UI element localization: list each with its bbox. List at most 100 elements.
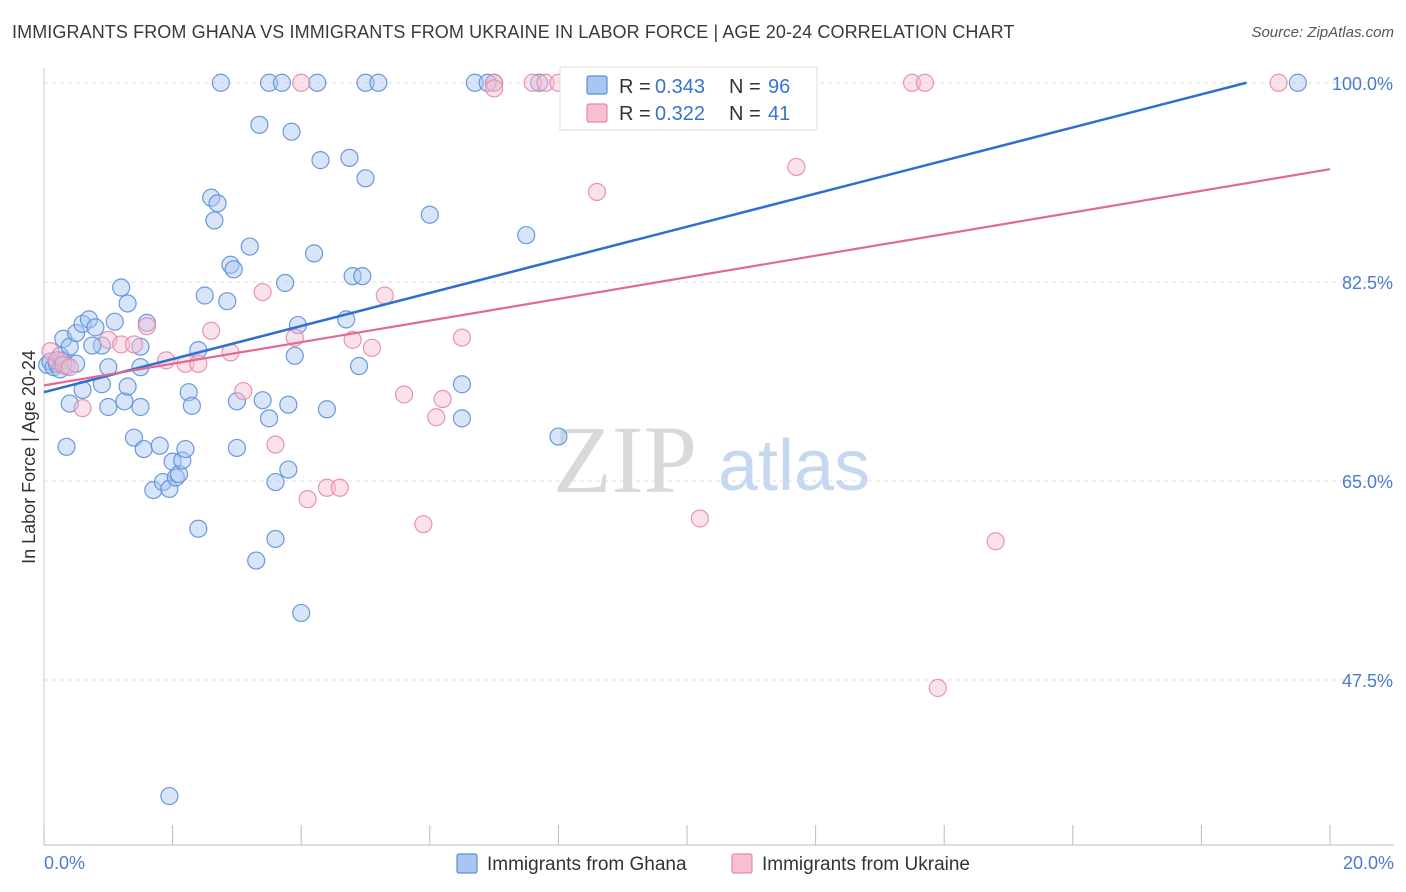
stats-n-value-ukraine: 41 — [768, 103, 790, 125]
point-ghana-15 — [83, 336, 102, 355]
point-ghana-49 — [205, 211, 224, 230]
point-ukraine-15 — [253, 282, 272, 302]
point-ukraine-19 — [317, 478, 337, 497]
point-ukraine-25 — [414, 515, 433, 534]
x-tick-label-left: 0.0% — [44, 853, 85, 873]
point-ukraine-0 — [41, 342, 60, 361]
point-ghana-61 — [259, 409, 279, 428]
y-tick-labels: 100.0% 82.5% 65.0% 47.5% — [1332, 74, 1393, 691]
point-ukraine-6 — [112, 335, 131, 354]
point-ghana-89 — [1288, 73, 1307, 92]
point-ukraine-12 — [202, 321, 221, 340]
point-ghana-81 — [353, 267, 372, 286]
point-ghana-37 — [160, 479, 179, 499]
point-ghana-64 — [266, 472, 285, 492]
point-ukraine-41 — [986, 532, 1005, 551]
trend-line-ghana — [43, 81, 1247, 394]
point-ghana-33 — [134, 439, 153, 459]
point-ukraine-14 — [234, 381, 253, 401]
watermark-zip: ZIP — [553, 406, 697, 513]
point-ghana-80 — [349, 356, 369, 376]
stats-r-value-ukraine: 0.322 — [655, 103, 705, 125]
stats-r-label-ghana: R = — [619, 76, 651, 98]
watermark: ZIP atlas — [553, 406, 870, 513]
point-ukraine-18 — [298, 490, 317, 509]
point-ghana-47 — [195, 286, 214, 305]
point-ukraine-30 — [523, 73, 542, 92]
y-axis-label: In Labor Force | Age 20-24 — [19, 350, 39, 564]
point-ghana-68 — [279, 395, 298, 414]
trend-line-ukraine — [43, 168, 1331, 387]
stats-box: R = 0.343 N = 96 R = 0.322 N = 41 — [559, 66, 818, 131]
point-ghana-39 — [166, 468, 185, 487]
watermark-atlas: atlas — [718, 426, 870, 506]
point-ghana-58 — [247, 551, 266, 570]
point-ukraine-8 — [137, 317, 156, 336]
point-ghana-31 — [57, 437, 76, 456]
point-ghana-57 — [240, 237, 259, 256]
point-ghana-79 — [343, 267, 362, 286]
point-ghana-88 — [160, 786, 179, 806]
chart-title: IMMIGRANTS FROM GHANA VS IMMIGRANTS FROM… — [12, 22, 1015, 42]
point-ghana-72 — [292, 603, 311, 623]
point-ukraine-22 — [362, 338, 382, 357]
legend-swatch-ghana — [456, 853, 478, 874]
point-ghana-91 — [369, 73, 388, 92]
point-ukraine-3 — [60, 358, 79, 377]
legend: Immigrants from Ghana Immigrants from Uk… — [456, 853, 970, 875]
point-ghana-76 — [317, 400, 337, 419]
point-ghana-66 — [276, 273, 295, 293]
stats-swatch-ukraine — [586, 103, 608, 123]
point-ghana-82 — [356, 169, 375, 188]
point-ghana-69 — [282, 122, 301, 141]
point-ghana-86 — [517, 226, 536, 245]
point-ukraine-35 — [690, 509, 709, 528]
y-tick-label-1: 82.5% — [1342, 273, 1393, 293]
point-ghana-29 — [131, 397, 150, 417]
point-ghana-94 — [465, 73, 484, 92]
point-ghana-46 — [189, 519, 208, 538]
point-ghana-41 — [173, 451, 192, 470]
legend-swatch-ukraine — [731, 853, 753, 874]
point-ukraine-16 — [266, 435, 285, 454]
y-tick-label-3: 47.5% — [1342, 671, 1393, 691]
point-ukraine-4 — [73, 399, 92, 418]
point-ghana-34 — [150, 436, 169, 455]
point-ghana-42 — [176, 439, 195, 459]
point-ukraine-42 — [928, 678, 947, 698]
stats-r-label-ukraine: R = — [619, 103, 651, 125]
point-ghana-52 — [218, 292, 237, 311]
point-ghana-43 — [179, 383, 198, 402]
point-ghana-67 — [279, 460, 298, 479]
point-ghana-56 — [227, 438, 246, 458]
x-tick-label-right: 20.0% — [1343, 853, 1394, 873]
point-ukraine-23 — [375, 286, 394, 305]
point-ghana-73 — [304, 244, 324, 263]
point-ghana-62 — [259, 73, 279, 92]
point-ghana-27 — [99, 397, 118, 417]
point-ghana-16 — [105, 312, 124, 331]
point-ukraine-43 — [292, 73, 311, 92]
point-ghana-10 — [67, 323, 86, 343]
point-ghana-63 — [266, 529, 285, 549]
stats-n-value-ghana: 96 — [768, 76, 790, 98]
point-ghana-44 — [182, 396, 201, 415]
point-ghana-30 — [118, 377, 137, 396]
point-ghana-54 — [224, 260, 243, 279]
point-ukraine-31 — [536, 73, 555, 92]
stats-r-value-ghana: 0.343 — [655, 76, 705, 98]
point-ghana-60 — [253, 391, 272, 410]
point-ghana-65 — [272, 73, 292, 92]
point-ukraine-21 — [343, 330, 362, 349]
point-ghana-70 — [285, 346, 304, 365]
point-ghana-17 — [112, 278, 131, 297]
grid-lines — [44, 82, 1394, 681]
point-ghana-55 — [227, 392, 246, 411]
legend-label-ghana: Immigrants from Ghana — [487, 854, 687, 875]
point-ukraine-20 — [330, 478, 349, 497]
stats-n-label-ghana: N = — [729, 76, 761, 98]
point-ukraine-33 — [587, 182, 607, 202]
series-ghana-points — [38, 73, 1307, 806]
point-ghana-18 — [118, 294, 137, 313]
